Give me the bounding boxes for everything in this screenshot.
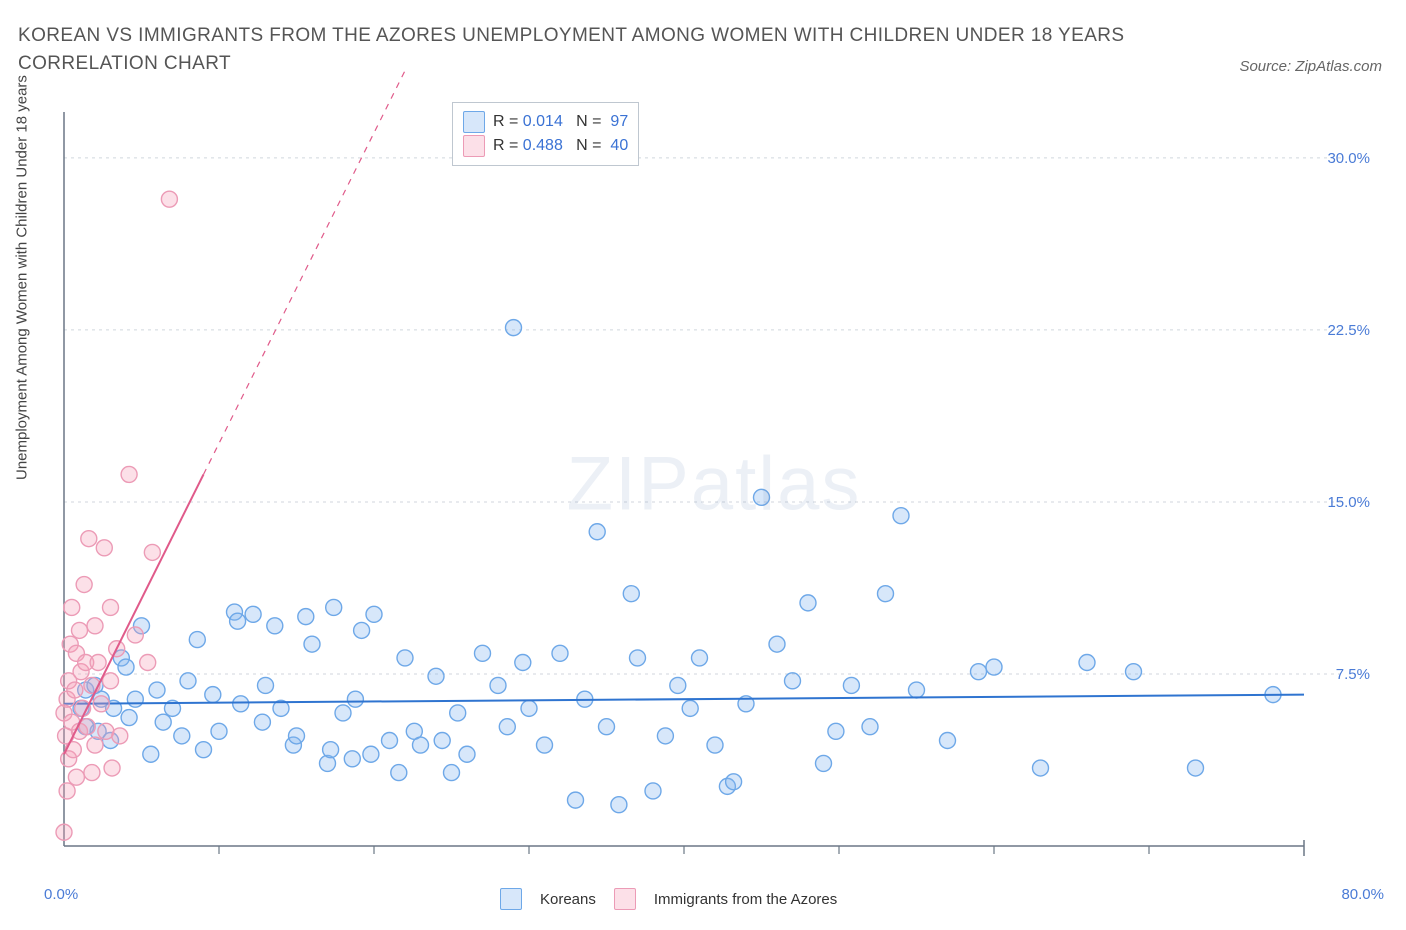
legend-stat-text: R = 0.014 N = 97: [493, 113, 628, 131]
x-origin-label: 0.0%: [44, 886, 78, 903]
legend-swatch: [463, 111, 485, 133]
plot-svg: 7.5% 15.0% 22.5% 30.0%: [54, 104, 1374, 864]
source-label: Source: ZipAtlas.com: [1239, 58, 1382, 75]
legend-stat-row: R = 0.488 N = 40: [463, 135, 628, 157]
legend-swatch: [463, 135, 485, 157]
svg-text:15.0%: 15.0%: [1327, 494, 1370, 511]
svg-text:7.5%: 7.5%: [1336, 666, 1370, 683]
y-axis-label: Unemployment Among Women with Children U…: [14, 75, 31, 480]
legend-stat-text: R = 0.488 N = 40: [493, 137, 628, 155]
legend-swatch: [500, 888, 522, 910]
legend-stat-row: R = 0.014 N = 97: [463, 111, 628, 133]
legend-series-label: Immigrants from the Azores: [654, 891, 837, 908]
svg-text:22.5%: 22.5%: [1327, 322, 1370, 339]
stats-legend: R = 0.014 N = 97 R = 0.488 N = 40: [452, 102, 639, 166]
svg-text:30.0%: 30.0%: [1327, 150, 1370, 167]
scatter-plot: ZIPatlas 7.5%15.0%22.5%30.0%: [54, 104, 1374, 864]
x-max-label: 80.0%: [1341, 886, 1384, 903]
series-legend: Koreans Immigrants from the Azores: [500, 888, 837, 910]
legend-series-label: Koreans: [540, 891, 596, 908]
legend-swatch: [614, 888, 636, 910]
chart-title: KOREAN VS IMMIGRANTS FROM THE AZORES UNE…: [18, 22, 1138, 77]
